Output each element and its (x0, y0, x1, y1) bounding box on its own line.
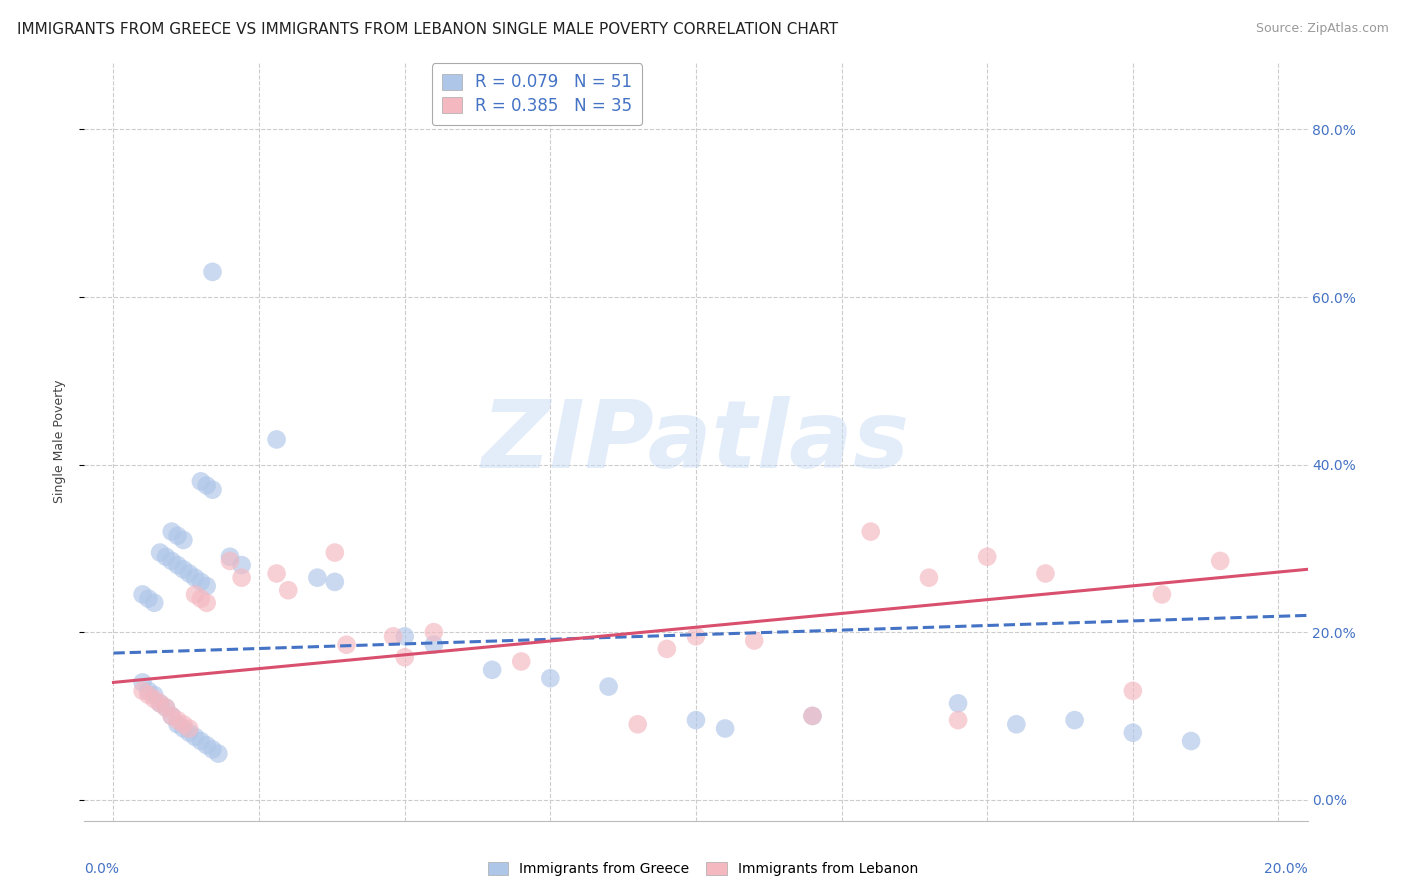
Point (184, 730, 207, 744)
Point (277, 583, 299, 598)
Point (510, 655, 533, 669)
Point (655, 641, 678, 656)
Point (166, 558, 188, 573)
Point (219, 549, 242, 564)
Point (155, 700, 177, 714)
Point (190, 574, 212, 589)
Point (394, 650, 416, 665)
Point (1150, 587, 1173, 601)
Point (179, 566, 201, 581)
Point (179, 722, 201, 736)
Point (172, 562, 194, 576)
Point (946, 713, 969, 727)
Point (323, 574, 346, 589)
Point (184, 587, 207, 601)
Point (190, 734, 212, 748)
Point (149, 545, 172, 559)
Point (231, 571, 253, 585)
Point (1209, 554, 1232, 568)
Point (207, 747, 229, 761)
Point (201, 483, 224, 497)
Point (160, 554, 183, 568)
Point (195, 738, 218, 752)
Point (627, 717, 650, 731)
Point (859, 524, 882, 539)
Point (131, 587, 153, 601)
Text: 0.0%: 0.0% (84, 863, 120, 876)
Point (1180, 734, 1202, 748)
Point (266, 433, 288, 447)
Point (172, 533, 194, 547)
Point (149, 697, 172, 711)
Point (801, 709, 824, 723)
Point (179, 725, 201, 739)
Text: 20.0%: 20.0% (1264, 863, 1308, 876)
Point (172, 722, 194, 736)
Point (1063, 713, 1085, 727)
Y-axis label: Single Male Poverty: Single Male Poverty (53, 380, 66, 503)
Point (538, 671, 561, 685)
Point (685, 629, 707, 643)
Point (160, 709, 183, 723)
Point (1122, 683, 1144, 698)
Point (155, 549, 177, 564)
Point (131, 683, 153, 698)
Legend: Immigrants from Greece, Immigrants from Lebanon: Immigrants from Greece, Immigrants from … (484, 858, 922, 880)
Point (195, 478, 218, 492)
Point (138, 683, 160, 698)
Point (195, 596, 218, 610)
Point (149, 697, 172, 711)
Point (138, 688, 160, 702)
Point (1122, 725, 1144, 739)
Point (219, 554, 242, 568)
Point (160, 524, 183, 539)
Point (976, 549, 998, 564)
Point (143, 596, 166, 610)
Point (172, 717, 194, 731)
Point (166, 717, 188, 731)
Point (1035, 566, 1057, 581)
Point (155, 700, 177, 714)
Point (598, 680, 620, 694)
Point (918, 571, 941, 585)
Point (160, 709, 183, 723)
Point (201, 265, 224, 279)
Point (166, 713, 188, 727)
Text: ZIPatlas: ZIPatlas (482, 395, 910, 488)
Text: Source: ZipAtlas.com: Source: ZipAtlas.com (1256, 22, 1389, 36)
Point (190, 475, 212, 489)
Point (166, 529, 188, 543)
Point (714, 722, 737, 736)
Point (423, 638, 446, 652)
Point (685, 713, 707, 727)
Point (382, 629, 405, 643)
Text: IMMIGRANTS FROM GREECE VS IMMIGRANTS FROM LEBANON SINGLE MALE POVERTY CORRELATIO: IMMIGRANTS FROM GREECE VS IMMIGRANTS FRO… (17, 22, 838, 37)
Point (231, 558, 253, 573)
Point (184, 571, 207, 585)
Point (946, 697, 969, 711)
Point (742, 633, 765, 648)
Point (1005, 717, 1028, 731)
Point (323, 545, 346, 559)
Point (131, 675, 153, 690)
Point (394, 629, 416, 643)
Point (266, 566, 288, 581)
Point (201, 742, 224, 756)
Point (423, 625, 446, 640)
Point (195, 579, 218, 593)
Point (335, 638, 357, 652)
Point (143, 688, 166, 702)
Point (481, 663, 503, 677)
Legend: R = 0.079   N = 51, R = 0.385   N = 35: R = 0.079 N = 51, R = 0.385 N = 35 (432, 63, 643, 125)
Point (190, 591, 212, 606)
Point (307, 571, 329, 585)
Point (801, 709, 824, 723)
Point (143, 692, 166, 706)
Point (138, 591, 160, 606)
